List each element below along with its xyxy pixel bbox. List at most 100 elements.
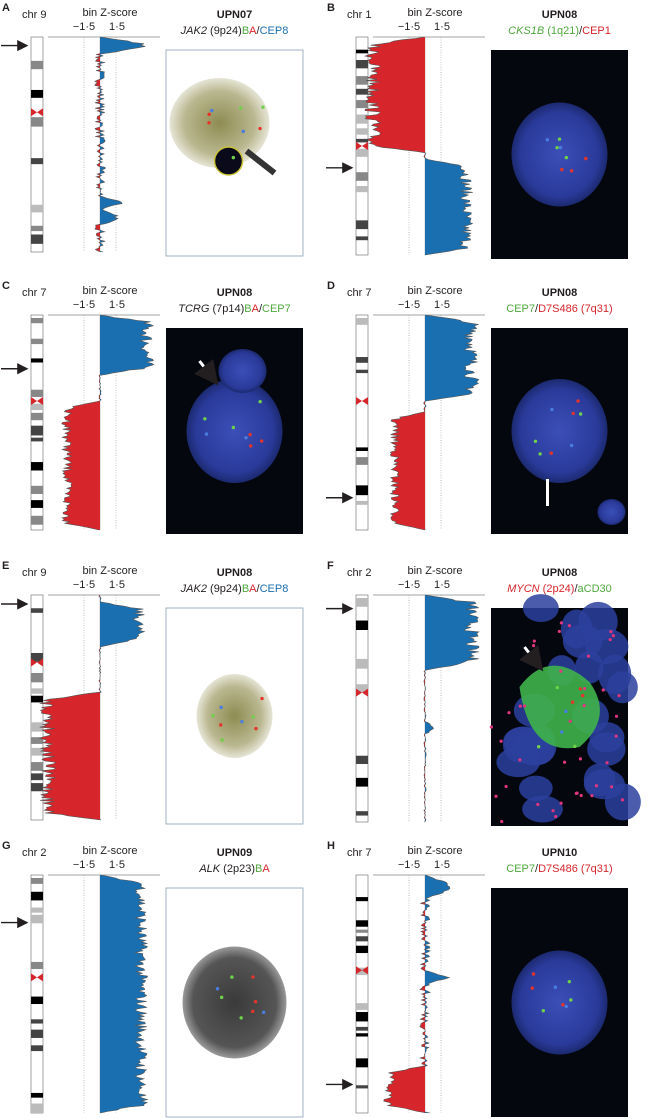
ideogram-band xyxy=(356,172,368,181)
probe-part: ALK xyxy=(198,863,220,875)
signal xyxy=(590,794,594,798)
centromere xyxy=(356,142,368,150)
probe-part: JAK2 xyxy=(180,583,207,595)
profile-line xyxy=(100,874,149,1114)
chromosome-label: chr 1 xyxy=(347,9,371,21)
probe-part: aCD30 xyxy=(578,583,612,595)
ideogram-band xyxy=(356,59,368,69)
signal xyxy=(570,700,575,704)
signal xyxy=(569,998,573,1002)
tick-label: 1·5 xyxy=(109,299,125,311)
probe-part: CEP7 xyxy=(506,863,535,875)
signal xyxy=(558,145,563,150)
signal xyxy=(204,432,209,436)
ideogram-band xyxy=(356,100,368,109)
signal xyxy=(550,407,554,412)
probe-part: CEP1 xyxy=(582,25,611,37)
signal xyxy=(538,452,542,456)
pointer xyxy=(244,148,277,176)
ideogram-band xyxy=(356,1085,368,1089)
tick-label: −1·5 xyxy=(73,21,95,33)
panel-letter: B xyxy=(327,2,335,14)
signal xyxy=(494,794,498,798)
signal xyxy=(559,669,563,673)
ideogram-band xyxy=(31,878,43,884)
signal xyxy=(261,105,265,109)
signal xyxy=(571,411,575,416)
probe-part: B xyxy=(255,863,262,875)
probe-part: / xyxy=(579,25,583,37)
ideogram-band xyxy=(31,762,43,771)
signal xyxy=(207,121,211,125)
signal xyxy=(541,1009,545,1013)
probe-part: D7S486 (7q31) xyxy=(538,303,613,315)
ideogram-band xyxy=(31,89,43,98)
signal xyxy=(611,634,615,638)
probe-label: JAK2 (9p24)BA/CEP8 xyxy=(180,583,289,595)
sample-id: UPN10 xyxy=(542,847,577,859)
signal xyxy=(533,439,538,443)
ideogram-band xyxy=(356,920,368,927)
signal xyxy=(605,761,609,765)
signal xyxy=(240,719,244,724)
ideogram-band xyxy=(31,1029,43,1038)
probe-part: CEP8 xyxy=(260,25,289,37)
signal xyxy=(584,156,588,161)
signal xyxy=(239,1016,243,1020)
signal xyxy=(500,819,504,824)
cell xyxy=(562,624,603,659)
ideogram-band xyxy=(356,658,368,669)
ideogram-band xyxy=(31,318,43,324)
signal xyxy=(560,730,564,734)
centromere xyxy=(356,688,368,697)
signal xyxy=(583,687,587,691)
loss-area xyxy=(383,875,425,1113)
signal xyxy=(580,693,585,698)
signal xyxy=(260,696,264,701)
ideogram-band xyxy=(31,688,43,694)
signal xyxy=(220,738,224,742)
panel-letter: A xyxy=(2,2,10,14)
cell xyxy=(574,651,604,684)
signal xyxy=(531,972,536,976)
ideogram-band xyxy=(31,389,43,397)
ideogram-outline xyxy=(355,874,369,1114)
signal xyxy=(248,432,252,437)
gain-area xyxy=(100,595,145,820)
signal xyxy=(554,814,558,819)
ideogram-band xyxy=(31,1045,43,1052)
axis-label: bin Z-score xyxy=(82,845,137,857)
profile-line xyxy=(383,874,451,1114)
centromere xyxy=(356,397,368,405)
signal xyxy=(504,784,508,789)
centromere xyxy=(31,108,43,117)
ideogram-outline xyxy=(355,594,369,823)
signal xyxy=(567,979,572,984)
signal xyxy=(219,995,224,1000)
probe-part: / xyxy=(535,863,539,875)
signal xyxy=(536,802,540,807)
nucleus xyxy=(511,102,608,207)
probe-part: / xyxy=(259,303,263,315)
ideogram-band xyxy=(356,500,368,505)
ideogram-band xyxy=(31,996,43,1005)
signal xyxy=(614,714,619,718)
signal xyxy=(507,711,511,715)
signal xyxy=(569,169,574,173)
gain-area xyxy=(100,37,146,252)
probe-part: (1q21) xyxy=(544,25,579,37)
ideogram-band xyxy=(31,907,43,913)
signal xyxy=(531,644,536,648)
signal xyxy=(557,137,562,141)
gain-area xyxy=(425,875,450,1113)
probe-label: CEP7/D7S486 (7q31) xyxy=(506,303,612,315)
chromosome-label: chr 2 xyxy=(347,567,371,579)
profile-line xyxy=(423,594,480,823)
signal xyxy=(617,694,621,698)
signal xyxy=(608,637,612,642)
signal xyxy=(561,1003,565,1007)
signal xyxy=(244,436,248,440)
ideogram-band xyxy=(31,783,43,792)
signal xyxy=(579,793,583,798)
signal xyxy=(601,688,605,692)
